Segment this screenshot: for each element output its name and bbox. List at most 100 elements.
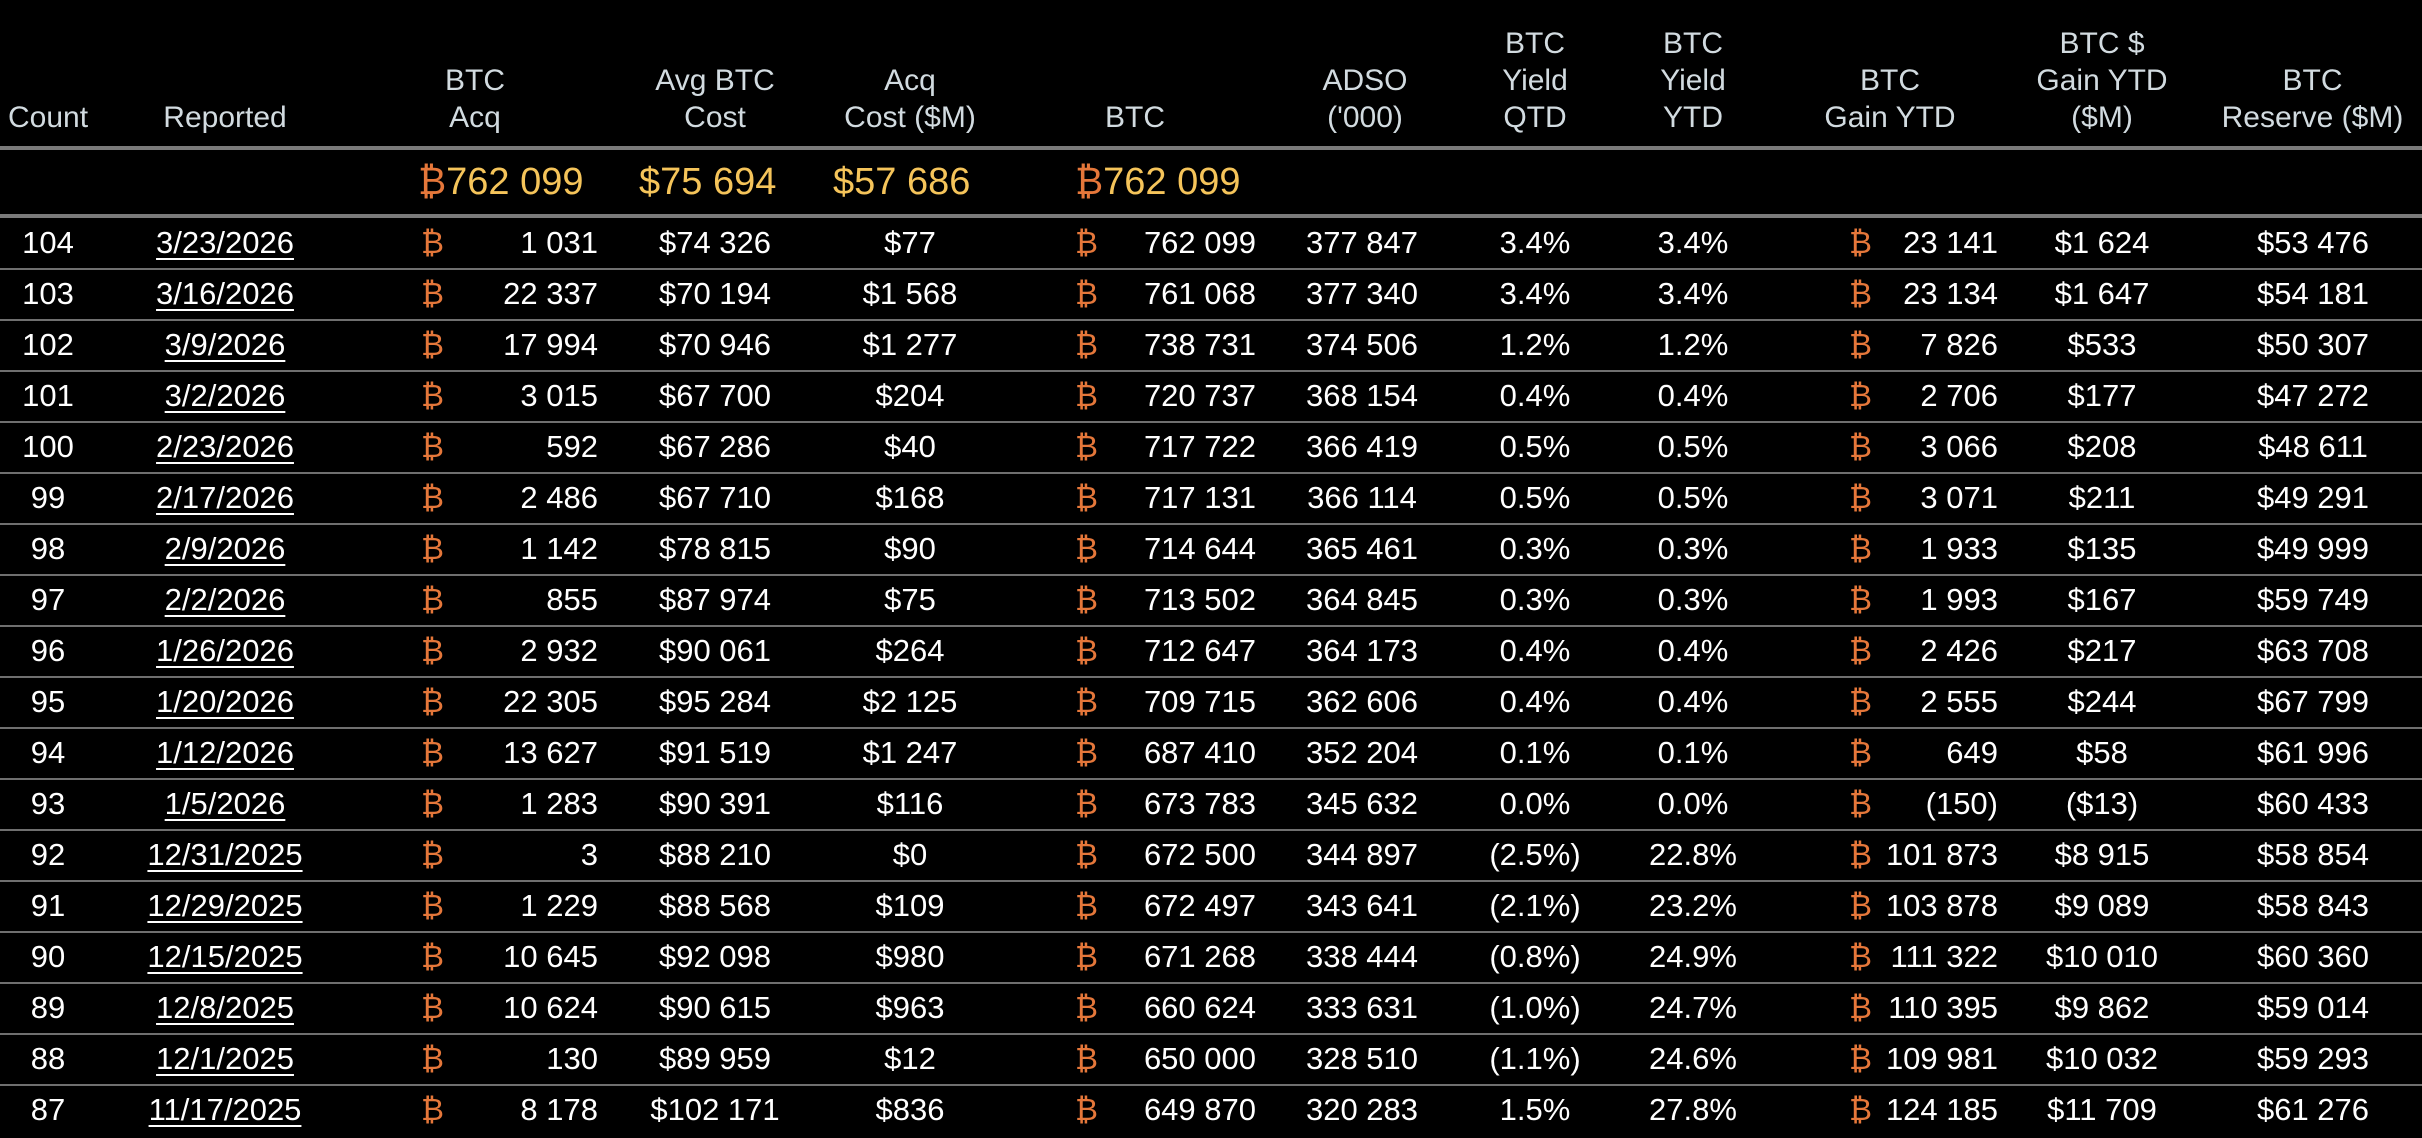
cell-btc: 712 647 <box>1143 633 1256 668</box>
bitcoin-icon: ₿ <box>421 1092 444 1127</box>
cell-btc-acq: 17 994 <box>503 327 598 362</box>
cell-yield-ytd: 23.2% <box>1649 888 1737 923</box>
bitcoin-icon: ₿ <box>1075 161 1104 203</box>
row-divider <box>0 319 2422 321</box>
column-header-btc-gain-ytd[interactable]: BTC Gain YTD <box>1824 64 1956 134</box>
reported-date-link[interactable]: 3/23/2026 <box>156 225 294 260</box>
reported-date-link[interactable]: 3/2/2026 <box>164 378 286 413</box>
reported-date-link[interactable]: 1/20/2026 <box>156 684 294 719</box>
cell-acq-cost: $40 <box>884 429 936 464</box>
cell-gain-ytd: 110 395 <box>1888 990 1998 1025</box>
column-header-btc[interactable]: BTC <box>1105 101 1165 134</box>
cell-reserve: $47 272 <box>2256 378 2370 413</box>
bitcoin-icon: ₿ <box>1849 582 1872 617</box>
total-btc: ₿762 099 <box>1075 150 1241 214</box>
column-header-btc-yield-qtd[interactable]: BTC Yield QTD <box>1502 27 1568 134</box>
bitcoin-icon: ₿ <box>421 837 444 872</box>
column-header-reported[interactable]: Reported <box>163 101 287 134</box>
reported-date-link[interactable]: 12/8/2025 <box>156 990 294 1025</box>
cell-acq-cost: $168 <box>875 480 945 515</box>
cell-gain-ytd: 7 826 <box>1920 327 1998 362</box>
bitcoin-icon: ₿ <box>421 378 444 413</box>
row-divider <box>0 880 2422 882</box>
reported-date-link[interactable]: 3/16/2026 <box>156 276 294 311</box>
cell-avg-cost: $90 615 <box>658 990 772 1025</box>
total-btc-acq-value: 762 099 <box>446 161 584 203</box>
reported-date-link[interactable]: 12/1/2025 <box>156 1041 294 1076</box>
row-divider <box>0 472 2422 474</box>
table-row: 90 12/15/2025 ₿ 10 645 $92 098 $980 ₿ 671 268 33… <box>0 932 2422 981</box>
reported-date-link[interactable]: 1/26/2026 <box>156 633 294 668</box>
bitcoin-icon: ₿ <box>1849 786 1872 821</box>
column-header-btc-reserve[interactable]: BTC Reserve ($M) <box>2221 64 2404 134</box>
column-header-btc-yield-ytd[interactable]: BTC Yield YTD <box>1660 27 1726 134</box>
reported-date-link[interactable]: 2/2/2026 <box>164 582 286 617</box>
reported-date-link[interactable]: 2/23/2026 <box>156 429 294 464</box>
cell-usd-gain-ytd: $58 <box>2076 735 2128 770</box>
cell-btc: 650 000 <box>1143 1041 1256 1076</box>
cell-adso: 320 283 <box>1305 1092 1419 1127</box>
cell-btc: 673 783 <box>1143 786 1256 821</box>
reported-date-link[interactable]: 3/9/2026 <box>164 327 286 362</box>
cell-yield-qtd: 3.4% <box>1499 276 1571 311</box>
cell-adso: 366 114 <box>1307 480 1417 515</box>
cell-yield-ytd: 0.4% <box>1657 684 1729 719</box>
row-divider <box>0 829 2422 831</box>
cell-adso: 364 173 <box>1305 633 1419 668</box>
reported-date-link[interactable]: 2/17/2026 <box>156 480 294 515</box>
reported-date-link[interactable]: 2/9/2026 <box>164 531 286 566</box>
column-header-acq-cost[interactable]: Acq Cost ($M) <box>844 64 976 134</box>
bitcoin-icon: ₿ <box>1849 633 1872 668</box>
row-divider <box>0 370 2422 372</box>
cell-usd-gain-ytd: $211 <box>2068 480 2136 515</box>
cell-avg-cost: $102 171 <box>650 1092 780 1127</box>
cell-adso: 366 419 <box>1305 429 1419 464</box>
reported-date-link[interactable]: 1/12/2026 <box>156 735 294 770</box>
cell-yield-ytd: 22.8% <box>1649 837 1737 872</box>
column-header-count[interactable]: Count <box>7 101 89 134</box>
cell-reserve: $60 433 <box>2256 786 2370 821</box>
cell-adso: 328 510 <box>1305 1041 1419 1076</box>
cell-yield-ytd: 24.9% <box>1649 939 1737 974</box>
cell-adso: 374 506 <box>1305 327 1419 362</box>
cell-btc-acq: 3 <box>580 837 598 872</box>
column-header-avg-btc-cost[interactable]: Avg BTC Cost <box>655 64 775 134</box>
reported-date-link[interactable]: 12/31/2025 <box>147 837 303 872</box>
bitcoin-icon: ₿ <box>1849 480 1872 515</box>
cell-yield-qtd: 0.0% <box>1499 786 1571 821</box>
bitcoin-icon: ₿ <box>1849 327 1872 362</box>
cell-btc: 671 268 <box>1143 939 1256 974</box>
table-row: 94 1/12/2026 ₿ 13 627 $91 519 $1 247 ₿ 687 410 3… <box>0 728 2422 777</box>
reported-date-link[interactable]: 12/15/2025 <box>147 939 303 974</box>
cell-btc: 738 731 <box>1143 327 1256 362</box>
cell-btc-acq: 130 <box>546 1041 598 1076</box>
column-header-btc-acq[interactable]: BTC Acq <box>445 64 505 134</box>
bitcoin-icon: ₿ <box>1849 276 1872 311</box>
row-divider <box>0 523 2422 525</box>
cell-reserve: $50 307 <box>2256 327 2370 362</box>
cell-gain-ytd: 2 426 <box>1920 633 1998 668</box>
cell-acq-cost: $2 125 <box>862 684 958 719</box>
cell-reserve: $60 360 <box>2256 939 2370 974</box>
bitcoin-icon: ₿ <box>1075 276 1098 311</box>
row-divider <box>0 982 2422 984</box>
bitcoin-icon: ₿ <box>421 429 444 464</box>
row-divider <box>0 1084 2422 1086</box>
cell-acq-cost: $264 <box>875 633 945 668</box>
reported-date-link[interactable]: 12/29/2025 <box>147 888 303 923</box>
cell-acq-cost: $0 <box>892 837 928 872</box>
reported-date-link[interactable]: 11/17/2025 <box>148 1092 302 1127</box>
cell-avg-cost: $90 061 <box>658 633 772 668</box>
column-header-btc-usd-gain-ytd[interactable]: BTC $ Gain YTD ($M) <box>2036 27 2168 134</box>
table-row: 102 3/9/2026 ₿ 17 994 $70 946 $1 277 ₿ 738 731 3… <box>0 320 2422 369</box>
cell-btc-acq: 592 <box>546 429 598 464</box>
cell-acq-cost: $90 <box>884 531 936 566</box>
bitcoin-icon: ₿ <box>1849 735 1872 770</box>
reported-date-link[interactable]: 1/5/2026 <box>164 786 286 821</box>
table-row: 92 12/31/2025 ₿ 3 $88 210 $0 ₿ 672 500 344 897 (2… <box>0 830 2422 879</box>
cell-gain-ytd: 23 141 <box>1903 225 1998 260</box>
bitcoin-icon: ₿ <box>1075 837 1098 872</box>
column-header-adso[interactable]: ADSO ('000) <box>1322 64 1408 134</box>
cell-reserve: $54 181 <box>2256 276 2370 311</box>
cell-btc: 709 715 <box>1143 684 1256 719</box>
